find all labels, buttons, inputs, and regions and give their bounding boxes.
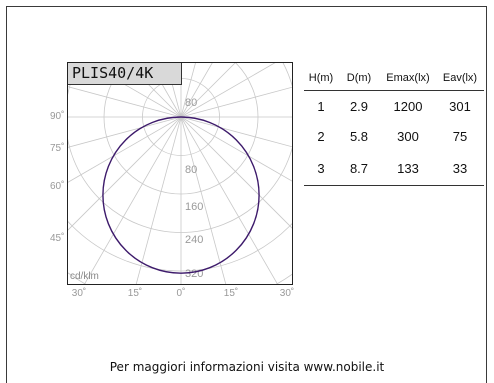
- cell-eav: 75: [452, 128, 468, 144]
- cell-emax: 133: [397, 160, 419, 176]
- angle-label-bottom-15-right: 15˚: [223, 288, 239, 299]
- grid-spoke: [180, 86, 292, 118]
- illuminance-table: H(m) D(m) Emax(lx) Eav(lx) 1 2.9 1200 30…: [304, 66, 484, 186]
- grid-spoke: [180, 63, 196, 118]
- grid-spoke: [180, 63, 276, 118]
- footer-info: Per maggiori informazioni visita www.nob…: [109, 360, 385, 374]
- table-row: 1 2.9 1200 301: [304, 91, 484, 121]
- angle-label-bottom-0: 0˚: [176, 288, 186, 299]
- angle-label-45: 45˚: [50, 233, 65, 244]
- header-emax: Emax(lx): [386, 72, 430, 84]
- cell-eav: 301: [449, 98, 471, 114]
- cell-emax: 1200: [393, 98, 423, 114]
- cell-diameter: 5.8: [349, 128, 369, 144]
- cell-diameter: 2.9: [349, 98, 369, 114]
- unit-label: cd/klm: [70, 271, 99, 282]
- grid-spoke: [180, 116, 278, 284]
- header-height: H(m): [308, 72, 334, 84]
- cell-height: 2: [317, 128, 325, 144]
- grid-spoke: [180, 63, 236, 118]
- grid-spoke: [180, 116, 292, 229]
- angle-label-bottom-30-right: 30˚: [279, 288, 295, 299]
- header-eav: Eav(lx): [442, 72, 478, 84]
- radial-value-label: 240: [185, 234, 203, 246]
- cell-diameter: 8.7: [349, 160, 369, 176]
- grid-spoke: [84, 116, 182, 284]
- angle-label-90: 90˚: [50, 111, 65, 122]
- angle-label-bottom-30-left: 30˚: [71, 288, 87, 299]
- grid-spoke: [86, 63, 182, 118]
- cell-height: 3: [317, 160, 325, 176]
- radial-value-label: 80: [185, 97, 197, 109]
- angle-label-60: 60˚: [50, 181, 65, 192]
- table-row: 3 8.7 133 33: [304, 151, 484, 186]
- radial-value-label: 160: [185, 201, 203, 213]
- product-code: PLIS40/4K: [68, 63, 183, 85]
- polar-diagram: 8080160240320400 PLIS40/4K cd/klm: [67, 62, 293, 285]
- grid-ring: [68, 220, 292, 272]
- grid-spoke: [180, 63, 213, 118]
- table-header: H(m) D(m) Emax(lx) Eav(lx): [304, 66, 484, 91]
- angle-label-75: 75˚: [50, 143, 65, 154]
- cell-height: 1: [317, 98, 325, 114]
- grid-spoke: [68, 86, 182, 118]
- angle-label-bottom-15-left: 15˚: [127, 288, 143, 299]
- grid-spoke: [68, 116, 182, 183]
- grid-spoke: [180, 116, 292, 182]
- header-diameter: D(m): [346, 72, 372, 84]
- intensity-curve: [102, 116, 260, 274]
- grid-spoke: [180, 116, 227, 284]
- radial-value-label: 320: [185, 268, 203, 280]
- cell-emax: 300: [397, 128, 419, 144]
- grid-spoke: [126, 63, 182, 118]
- polar-grid: 8080160240320400: [68, 63, 292, 284]
- datasheet-frame: [6, 6, 487, 383]
- table-row: 2 5.8 300 75: [304, 121, 484, 151]
- grid-spoke: [68, 116, 182, 231]
- radial-value-label: 80: [185, 164, 197, 176]
- grid-ring: [68, 63, 292, 233]
- cell-eav: 33: [452, 160, 468, 176]
- grid-spoke: [135, 116, 182, 284]
